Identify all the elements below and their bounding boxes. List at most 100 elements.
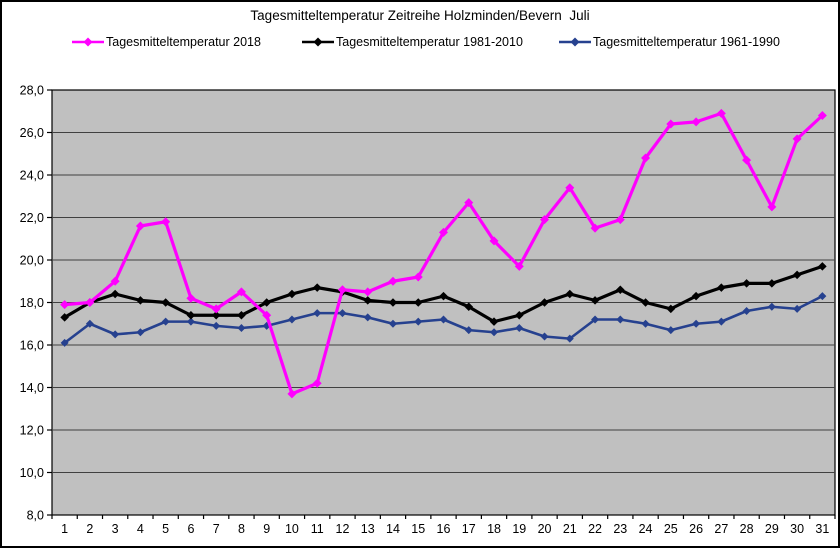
- x-tick-label: 11: [311, 522, 324, 536]
- data-point-marker: [792, 270, 802, 280]
- data-point-marker: [742, 307, 751, 315]
- legend-entry-1981-2010: Tagesmitteltemperatur 1981-2010: [302, 35, 523, 49]
- y-tick-label: 10,0: [20, 466, 44, 480]
- data-point-marker: [464, 198, 474, 208]
- y-tick-label: 26,0: [20, 126, 44, 140]
- data-point-marker: [489, 317, 499, 326]
- x-tick-label: 26: [689, 522, 703, 536]
- data-point-marker: [287, 389, 297, 399]
- y-tick-label: 14,0: [20, 381, 44, 395]
- x-tick-label: 29: [765, 522, 779, 536]
- x-tick-label: 20: [538, 522, 552, 536]
- data-point-marker: [565, 183, 575, 193]
- data-point-marker: [641, 153, 651, 163]
- legend-marker-1981-2010-icon: [302, 37, 334, 47]
- data-point-marker: [136, 328, 145, 337]
- data-point-marker: [237, 324, 246, 332]
- y-tick-label: 28,0: [20, 84, 44, 98]
- legend-marker-1961-1990-icon: [559, 37, 591, 47]
- data-point-marker: [287, 289, 297, 299]
- data-point-marker: [60, 338, 69, 347]
- y-tick-label: 24,0: [20, 169, 44, 183]
- data-point-marker: [413, 272, 423, 282]
- legend: Tagesmitteltemperatur 2018 Tagesmittelte…: [2, 35, 838, 51]
- data-point-marker: [439, 291, 448, 301]
- x-tick-label: 4: [137, 522, 144, 536]
- y-tick-label: 16,0: [20, 339, 44, 353]
- y-tick-label: 22,0: [20, 211, 44, 225]
- x-tick-label: 15: [411, 522, 425, 536]
- y-tick-label: 20,0: [20, 254, 44, 268]
- data-point-marker: [817, 111, 827, 120]
- data-point-marker: [616, 285, 625, 295]
- data-point-marker: [111, 330, 120, 339]
- x-tick-label: 27: [714, 522, 728, 536]
- x-tick-label: 5: [162, 522, 169, 536]
- data-point-marker: [60, 313, 69, 322]
- x-tick-label: 13: [361, 522, 375, 536]
- x-tick-label: 1: [61, 522, 68, 536]
- data-point-marker: [135, 221, 145, 231]
- x-tick-label: 6: [187, 522, 194, 536]
- data-point-marker: [388, 276, 398, 286]
- data-point-marker: [489, 236, 499, 246]
- data-point-marker: [464, 302, 474, 312]
- data-point-marker: [313, 309, 322, 318]
- data-point-marker: [641, 298, 650, 307]
- x-tick-label: 16: [437, 522, 451, 536]
- data-point-marker: [616, 315, 625, 324]
- x-tick-label: 31: [815, 522, 829, 536]
- data-point-marker: [792, 134, 802, 144]
- data-point-marker: [363, 313, 372, 322]
- y-tick-label: 18,0: [20, 296, 44, 310]
- x-tick-label: 2: [86, 522, 93, 536]
- data-point-marker: [236, 287, 246, 297]
- data-point-marker: [464, 326, 473, 335]
- data-point-marker: [161, 317, 170, 326]
- data-point-marker: [338, 309, 347, 318]
- x-tick-label: 23: [613, 522, 627, 536]
- data-point-marker: [590, 296, 600, 305]
- data-point-marker: [136, 296, 145, 305]
- data-point-marker: [262, 310, 272, 320]
- x-tick-label: 17: [462, 522, 476, 536]
- data-point-marker: [413, 298, 423, 307]
- data-point-marker: [691, 117, 701, 127]
- data-point-marker: [85, 298, 95, 307]
- x-tick-label: 14: [386, 522, 400, 536]
- chart-title: Tagesmitteltemperatur Zeitreihe Holzmind…: [250, 8, 590, 23]
- data-point-marker: [717, 283, 726, 292]
- data-point-marker: [767, 302, 776, 311]
- x-tick-label: 9: [263, 522, 270, 536]
- x-tick-label: 7: [213, 522, 220, 536]
- data-point-marker: [439, 227, 448, 237]
- data-point-marker: [186, 293, 196, 303]
- data-point-marker: [388, 298, 398, 307]
- data-point-marker: [692, 319, 701, 328]
- data-point-marker: [641, 319, 650, 328]
- x-tick-label: 21: [563, 522, 577, 536]
- data-point-marker: [363, 287, 373, 297]
- data-point-marker: [212, 321, 221, 330]
- legend-label-2018: Tagesmitteltemperatur 2018: [106, 35, 261, 49]
- data-point-marker: [767, 279, 777, 288]
- data-point-marker: [565, 289, 575, 299]
- data-point-marker: [565, 334, 574, 343]
- data-point-marker: [414, 317, 423, 326]
- x-tick-label: 19: [512, 522, 526, 536]
- data-point-marker: [742, 155, 752, 165]
- legend-label-1961-1990: Tagesmitteltemperatur 1961-1990: [593, 35, 780, 49]
- data-point-marker: [161, 217, 171, 227]
- data-point-marker: [717, 317, 726, 326]
- data-point-marker: [515, 324, 524, 332]
- x-tick-label: 12: [336, 522, 350, 536]
- data-point-marker: [540, 332, 549, 341]
- data-point-marker: [691, 291, 701, 301]
- data-point-marker: [666, 119, 676, 129]
- data-point-marker: [287, 315, 296, 324]
- data-point-marker: [312, 283, 322, 292]
- data-point-marker: [767, 202, 777, 212]
- data-point-marker: [540, 215, 550, 225]
- data-point-marker: [439, 315, 448, 324]
